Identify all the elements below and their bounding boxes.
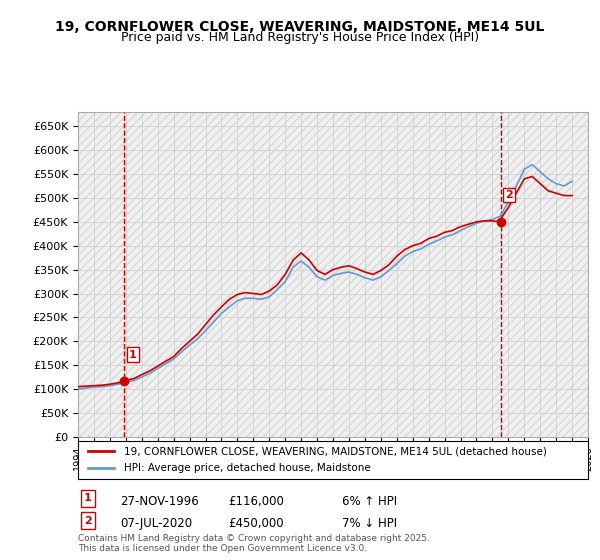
Text: 2: 2 (505, 190, 513, 200)
Text: 19, CORNFLOWER CLOSE, WEAVERING, MAIDSTONE, ME14 5UL: 19, CORNFLOWER CLOSE, WEAVERING, MAIDSTO… (55, 20, 545, 34)
Text: 1: 1 (129, 349, 137, 360)
Text: 1: 1 (84, 493, 92, 503)
Text: 07-JUL-2020: 07-JUL-2020 (120, 517, 192, 530)
Text: £450,000: £450,000 (228, 517, 284, 530)
Text: 27-NOV-1996: 27-NOV-1996 (120, 494, 199, 508)
Text: 19, CORNFLOWER CLOSE, WEAVERING, MAIDSTONE, ME14 5UL (detached house): 19, CORNFLOWER CLOSE, WEAVERING, MAIDSTO… (124, 446, 547, 456)
Text: 6% ↑ HPI: 6% ↑ HPI (342, 494, 397, 508)
Text: 7% ↓ HPI: 7% ↓ HPI (342, 517, 397, 530)
Text: HPI: Average price, detached house, Maidstone: HPI: Average price, detached house, Maid… (124, 463, 371, 473)
Text: 2: 2 (84, 516, 92, 526)
Text: Contains HM Land Registry data © Crown copyright and database right 2025.
This d: Contains HM Land Registry data © Crown c… (78, 534, 430, 553)
Text: £116,000: £116,000 (228, 494, 284, 508)
Text: Price paid vs. HM Land Registry's House Price Index (HPI): Price paid vs. HM Land Registry's House … (121, 31, 479, 44)
